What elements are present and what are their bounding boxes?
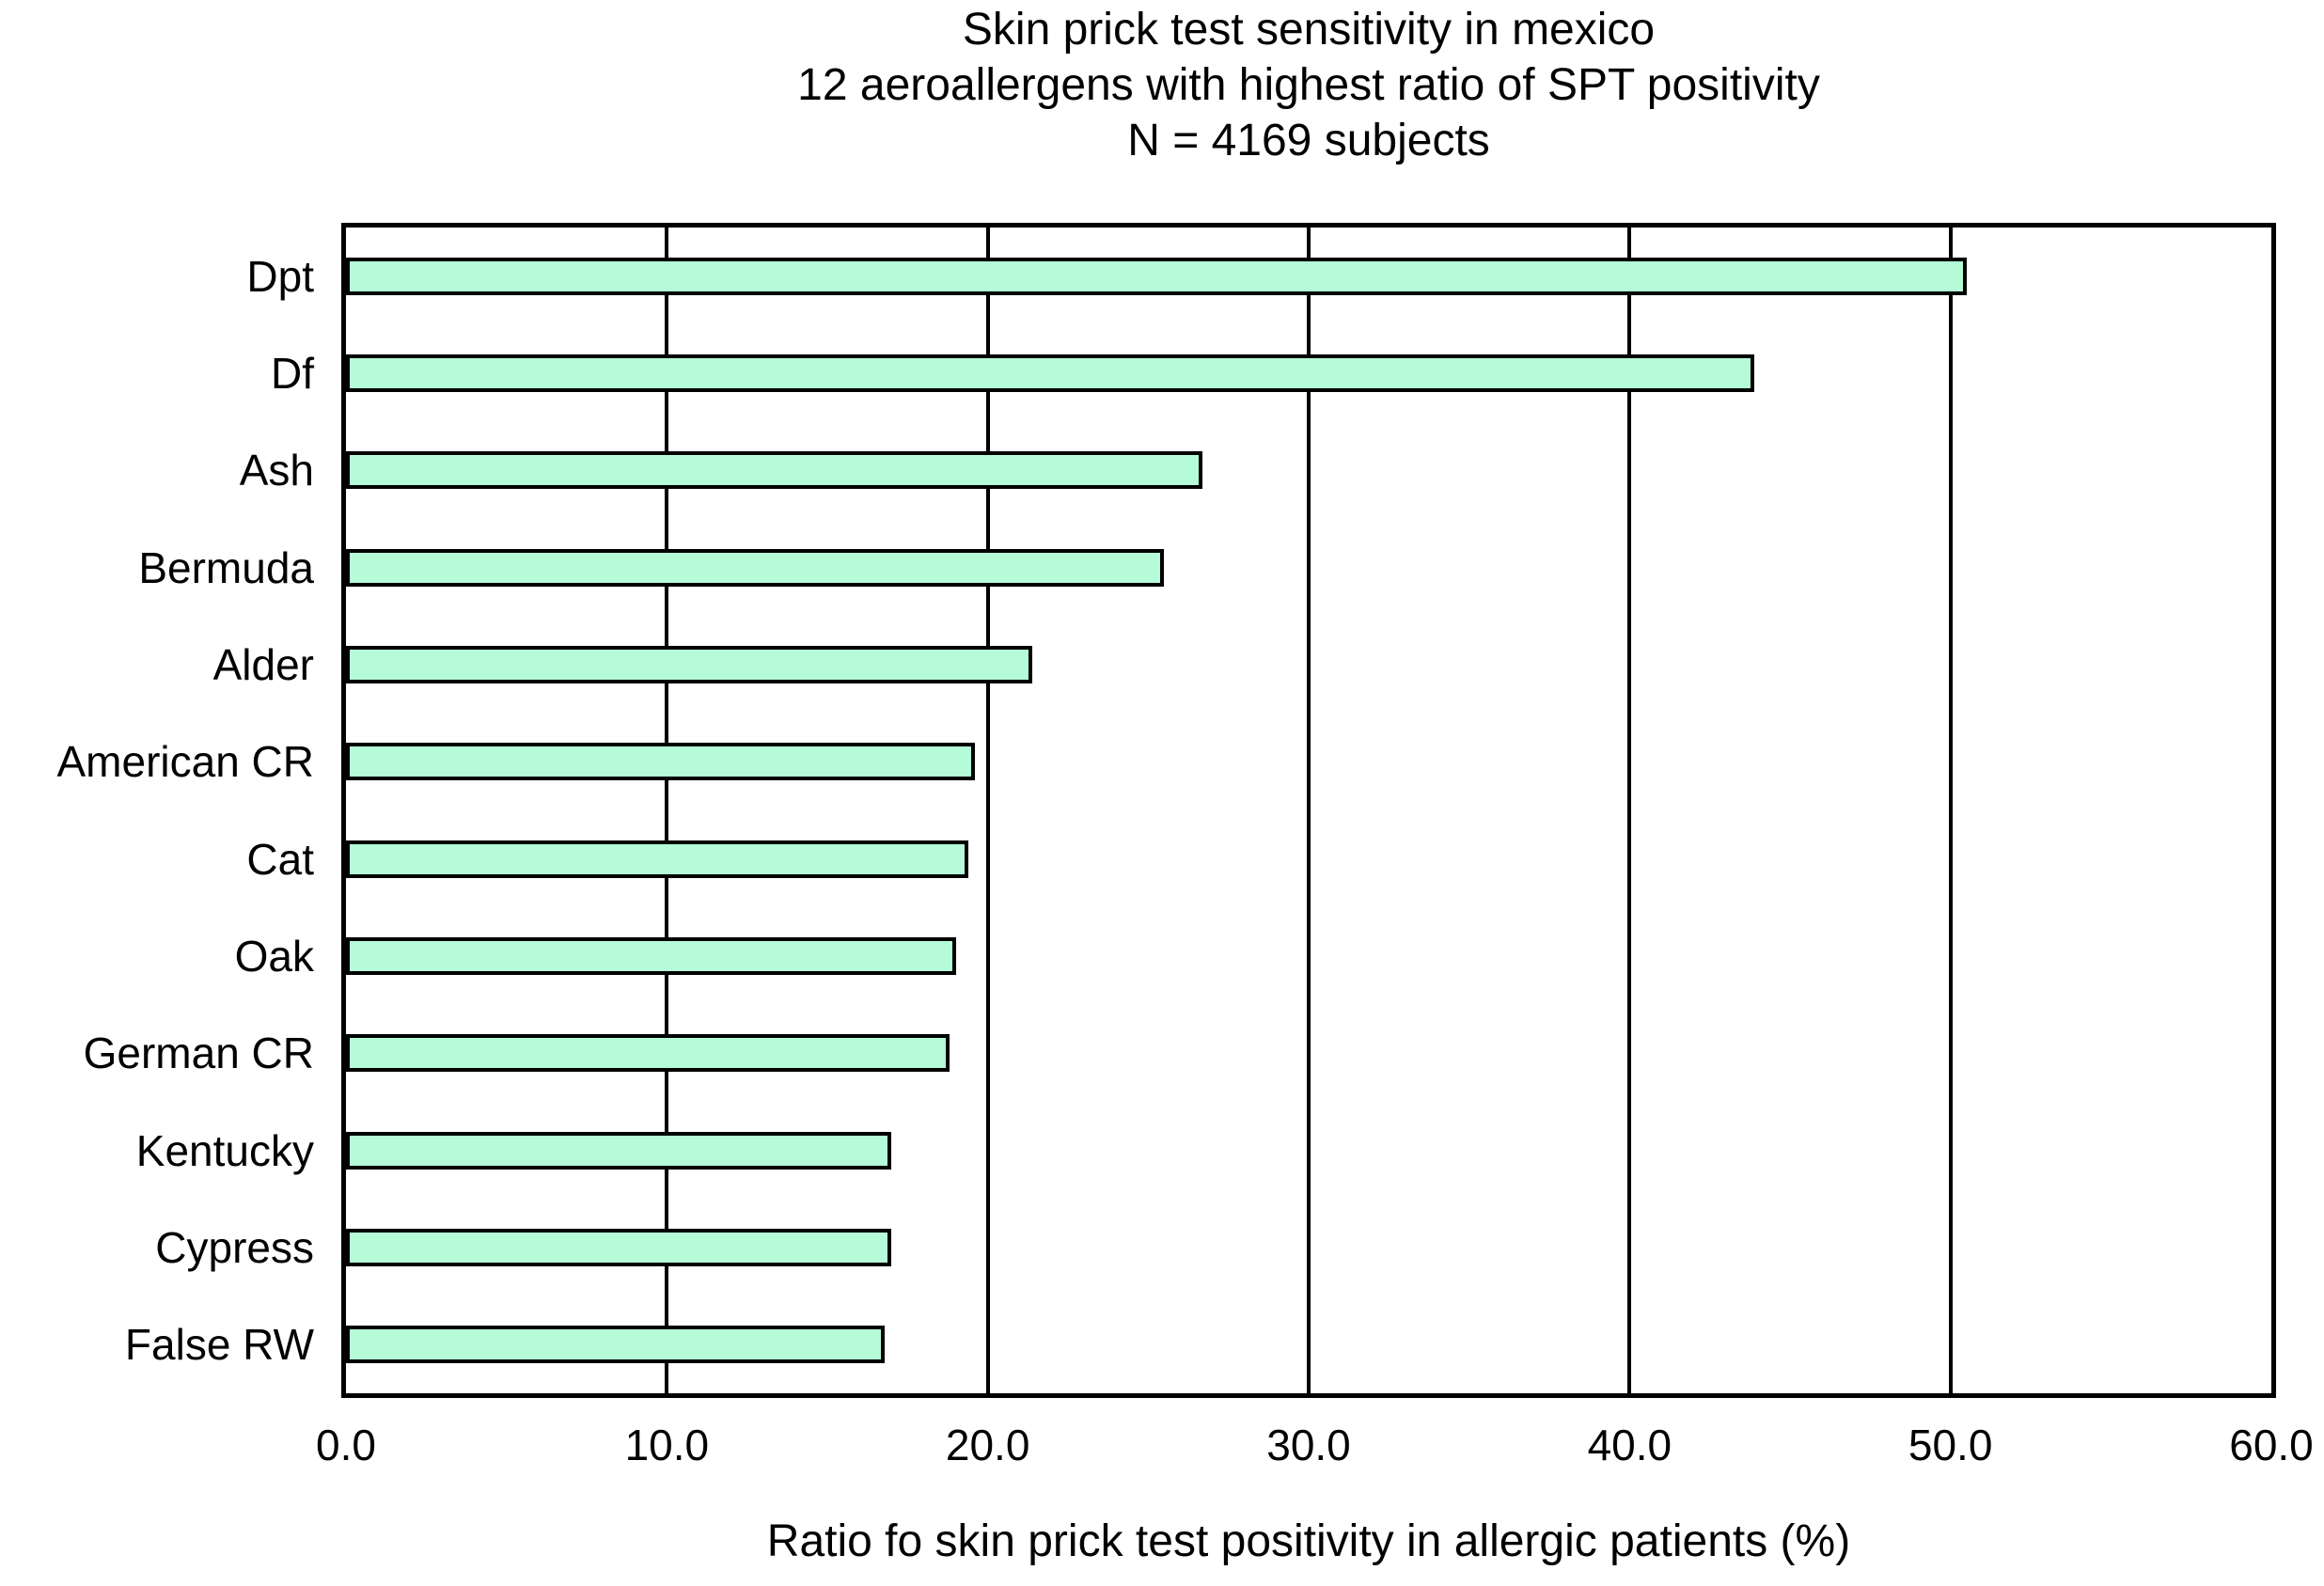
bar-false-rw [346,1326,886,1364]
gridline-20.0 [985,228,990,1393]
y-label-false-rw: False RW [124,1320,314,1370]
x-axis-ticks: 0.0 10.0 20.0 30.0 40.0 50.0 60.0 [0,1420,2324,1476]
bar-cat [346,840,969,878]
bar-dpt [346,257,1967,295]
bar-df [346,354,1755,392]
y-label-american-cr: American CR [56,737,314,787]
y-label-oak: Oak [234,931,314,981]
chart-title: Skin prick test sensitivity in mexico [962,5,1656,55]
x-tick-20.0: 20.0 [945,1421,1030,1469]
y-label-bermuda: Bermuda [138,542,314,592]
y-label-kentucky: Kentucky [135,1125,314,1175]
bar-oak [346,937,956,975]
y-label-ash: Ash [239,446,314,495]
x-tick-60.0: 60.0 [2229,1421,2314,1469]
bar-kentucky [346,1131,892,1170]
bar-alder [346,646,1033,683]
y-label-df: Df [271,348,314,398]
bar-cypress [346,1229,892,1266]
x-tick-50.0: 50.0 [1908,1421,1993,1469]
y-label-cypress: Cypress [155,1222,314,1272]
x-tick-10.0: 10.0 [624,1421,710,1469]
gridline-40.0 [1627,228,1632,1393]
bar-german-cr [346,1034,950,1073]
plot-area [341,223,2276,1398]
chart-subtitle: 12 aeroallergens with highest ratio of S… [797,60,1820,110]
gridline-10.0 [665,228,669,1393]
y-label-cat: Cat [246,834,314,884]
y-label-alder: Alder [212,639,314,689]
x-axis-label: Ratio fo skin prick test positivity in a… [766,1516,1851,1566]
gridline-50.0 [1948,228,1953,1393]
y-label-german-cr: German CR [83,1029,314,1078]
bar-american-cr [346,743,975,781]
x-tick-30.0: 30.0 [1266,1421,1351,1469]
gridline-30.0 [1307,228,1311,1393]
x-tick-40.0: 40.0 [1587,1421,1672,1469]
y-label-dpt: Dpt [246,251,314,301]
y-axis-labels: Dpt Df Ash Bermuda Alder American CR Cat Oak Ger… [0,228,327,1393]
chart-subtitle2: N = 4169 subjects [1127,116,1490,165]
bar-ash [346,451,1203,490]
chart-title-block: Skin prick test sensitivity in mexico 12… [341,2,2276,168]
bar-bermuda [346,548,1165,587]
x-tick-0.0: 0.0 [316,1421,376,1469]
